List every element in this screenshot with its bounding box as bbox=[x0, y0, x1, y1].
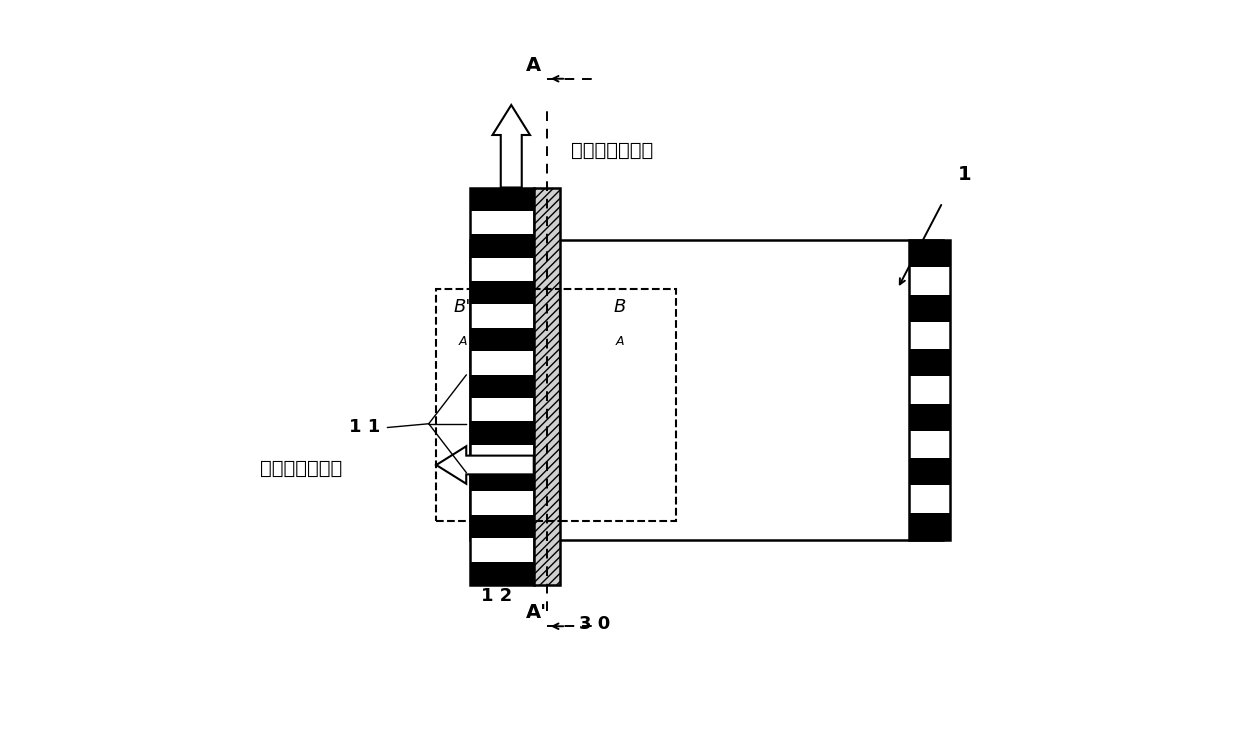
Text: 3 0: 3 0 bbox=[579, 615, 610, 633]
Bar bbox=[436, 289, 560, 521]
Text: A: A bbox=[616, 334, 624, 348]
Bar bbox=[470, 188, 533, 585]
Text: 向外部接地构件: 向外部接地构件 bbox=[572, 140, 653, 160]
Bar bbox=[909, 513, 950, 540]
Bar bbox=[470, 188, 533, 585]
Bar bbox=[470, 514, 533, 538]
Bar bbox=[470, 328, 533, 351]
Bar bbox=[560, 289, 676, 521]
Bar bbox=[470, 240, 942, 540]
Bar bbox=[533, 188, 560, 585]
Bar bbox=[909, 404, 950, 431]
Text: A: A bbox=[459, 334, 466, 348]
Bar bbox=[470, 234, 533, 258]
Text: 1: 1 bbox=[959, 165, 972, 184]
Bar bbox=[909, 349, 950, 376]
Bar bbox=[909, 458, 950, 485]
Text: 向外部接地构件: 向外部接地构件 bbox=[260, 459, 342, 478]
Bar bbox=[470, 374, 533, 398]
Text: A': A' bbox=[526, 604, 547, 622]
Text: A: A bbox=[526, 56, 542, 75]
Bar bbox=[909, 240, 950, 267]
Bar bbox=[909, 240, 950, 540]
Bar bbox=[470, 562, 533, 585]
Text: 1 1: 1 1 bbox=[348, 419, 379, 436]
Bar bbox=[470, 281, 533, 304]
Text: B: B bbox=[614, 298, 626, 316]
Text: 1 2: 1 2 bbox=[481, 587, 512, 605]
Bar bbox=[909, 240, 950, 540]
Text: B': B' bbox=[454, 298, 471, 316]
Bar bbox=[909, 295, 950, 322]
Bar bbox=[470, 422, 533, 445]
Bar bbox=[470, 468, 533, 491]
FancyArrow shape bbox=[436, 446, 533, 484]
FancyArrow shape bbox=[492, 105, 529, 188]
Bar bbox=[470, 188, 533, 211]
